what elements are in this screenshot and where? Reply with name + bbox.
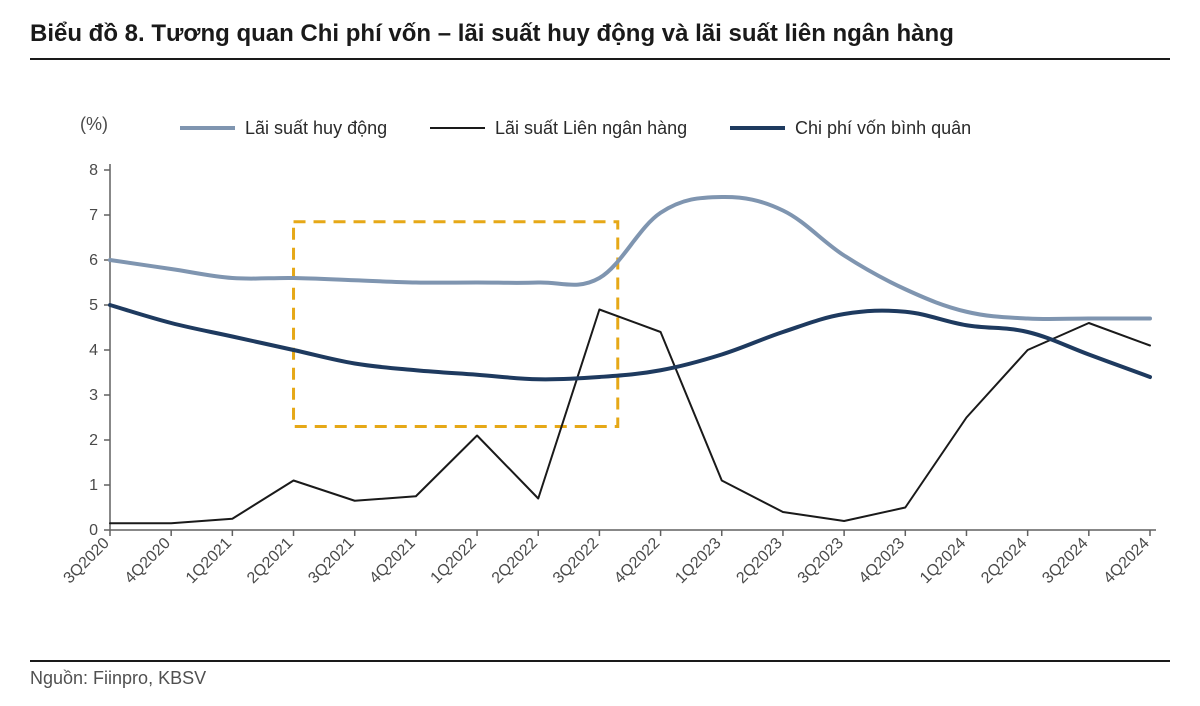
y-tick-label: 4 <box>89 342 98 359</box>
x-tick-label: 2Q2023 <box>733 535 785 587</box>
chart-area: (%) Lãi suất huy động Lãi suất Liên ngân h… <box>30 100 1170 640</box>
y-tick-label: 8 <box>89 162 98 179</box>
x-tick-label: 1Q2023 <box>672 535 724 587</box>
x-tick-label: 3Q2023 <box>795 535 847 587</box>
chart-figure: Biểu đồ 8. Tương quan Chi phí vốn – lãi … <box>0 0 1200 706</box>
x-tick-label: 1Q2021 <box>183 535 235 587</box>
y-tick-label: 5 <box>89 297 98 314</box>
x-tick-label: 2Q2022 <box>489 535 541 587</box>
y-unit-label: (%) <box>80 114 108 134</box>
x-tick-label: 3Q2021 <box>305 535 357 587</box>
x-tick-label: 2Q2021 <box>244 535 296 587</box>
x-tick-label: 4Q2021 <box>366 535 418 587</box>
series-line <box>110 310 1150 524</box>
x-tick-label: 3Q2022 <box>550 535 602 587</box>
legend-label: Chi phí vốn bình quân <box>795 118 971 138</box>
series-line <box>110 197 1150 319</box>
y-tick-label: 3 <box>89 387 98 404</box>
x-tick-label: 1Q2022 <box>428 535 480 587</box>
x-tick-label: 4Q2022 <box>611 535 663 587</box>
x-tick-label: 3Q2020 <box>61 535 113 587</box>
chart-title: Biểu đồ 8. Tương quan Chi phí vốn – lãi … <box>30 20 1170 60</box>
legend-label: Lãi suất huy động <box>245 118 387 138</box>
x-tick-label: 3Q2024 <box>1039 535 1091 587</box>
chart-source: Nguồn: Fiinpro, KBSV <box>30 660 1170 689</box>
highlight-box <box>294 222 618 427</box>
x-tick-label: 4Q2024 <box>1101 535 1153 587</box>
x-tick-label: 4Q2020 <box>122 535 174 587</box>
x-tick-label: 4Q2023 <box>856 535 908 587</box>
y-tick-label: 7 <box>89 207 98 224</box>
legend-label: Lãi suất Liên ngân hàng <box>495 118 687 138</box>
y-tick-label: 6 <box>89 252 98 269</box>
y-tick-label: 1 <box>89 477 98 494</box>
x-tick-label: 1Q2024 <box>917 535 969 587</box>
line-chart-svg: (%) Lãi suất huy động Lãi suất Liên ngân h… <box>30 100 1170 620</box>
x-tick-label: 2Q2024 <box>978 535 1030 587</box>
y-tick-label: 2 <box>89 432 98 449</box>
y-tick-label: 0 <box>89 522 98 539</box>
